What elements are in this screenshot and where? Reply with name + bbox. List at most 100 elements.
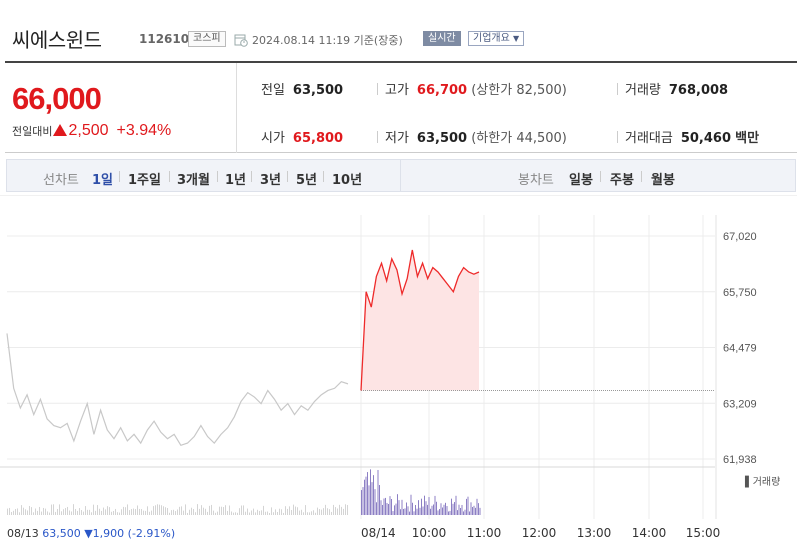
volume-bar — [65, 508, 66, 515]
volume-bar — [479, 507, 481, 515]
volume-bar — [113, 510, 114, 515]
tab-3y[interactable]: 3년 — [260, 173, 282, 188]
volume-bar — [149, 511, 150, 515]
volume-bar — [347, 505, 348, 515]
stock-name: 씨에스윈드 — [12, 28, 102, 52]
tab-divider — [217, 171, 218, 182]
volume-bar — [187, 512, 188, 515]
volume-bar — [181, 506, 182, 515]
tab-daily[interactable]: 일봉 — [569, 173, 593, 188]
open-stat: 시가 65,800 — [261, 127, 343, 146]
x-tick-label: 08/14 — [361, 526, 396, 540]
volume-bar — [263, 505, 264, 515]
volume-bar — [418, 500, 419, 515]
volume-bar — [454, 502, 455, 515]
tab-1w[interactable]: 1주일 — [128, 173, 161, 188]
volume-bar — [463, 511, 464, 515]
low-stat: 저가 63,500 (하한가 44,500) — [385, 127, 567, 146]
volume-bar — [377, 469, 379, 515]
chart-period-tabs: 선차트 1일 1주일 3개월 1년 3년 5년 10년 봉차트 일봉 주봉 월봉 — [6, 159, 796, 192]
divider — [377, 131, 378, 143]
volume-bar — [409, 511, 410, 515]
volume-bar — [201, 505, 202, 515]
volume-bar — [269, 512, 270, 515]
volume-bar — [317, 507, 318, 515]
volume-bar — [439, 509, 440, 515]
volume-bar — [404, 508, 406, 515]
volume-bar — [303, 512, 304, 515]
tab-1d[interactable]: 1일 — [92, 173, 114, 188]
volume-bar — [83, 511, 84, 515]
tab-10y[interactable]: 10년 — [332, 173, 363, 188]
volume-bar — [437, 510, 439, 515]
volume-bar — [151, 510, 152, 515]
volume-bar — [475, 507, 476, 515]
volume-bar — [127, 504, 128, 515]
volume-bar — [61, 511, 62, 515]
tab-5y[interactable]: 5년 — [296, 173, 318, 188]
company-info-button[interactable]: 기업개요 ▼ — [468, 31, 525, 46]
volume-bar — [401, 499, 403, 515]
volume-bar — [413, 511, 415, 515]
volume-bar — [476, 498, 478, 515]
volume-bar — [466, 498, 467, 515]
volume-bar — [87, 509, 88, 515]
volume-bar — [17, 508, 18, 515]
volume-bar — [380, 500, 382, 515]
change-label: 전일대비 — [12, 125, 53, 138]
volume-bar — [117, 512, 118, 515]
volume-bar — [91, 512, 92, 515]
volume-bar — [131, 509, 132, 515]
volume-bar — [277, 512, 278, 515]
price-summary: 66,000 전일대비 2,500 +3.94% 전일 63,500 고가 66,700… — [5, 61, 797, 153]
upper-limit: (상한가 82,500) — [471, 83, 567, 98]
tab-divider — [251, 171, 252, 182]
tab-divider — [169, 171, 170, 182]
x-tick-label: 14:00 — [632, 526, 667, 540]
volume-bar — [449, 510, 451, 515]
volume-bar — [157, 504, 158, 515]
volume-bar — [177, 509, 178, 515]
tab-weekly[interactable]: 주봉 — [610, 173, 634, 188]
volume-bar — [101, 510, 102, 515]
volume-bar — [229, 505, 230, 515]
prev-day-footer: 08/13 63,500 ▼1,900 (-2.91%) — [7, 527, 175, 540]
divider — [377, 83, 378, 95]
volume-bar — [299, 510, 300, 515]
y-tick-label: 63,209 — [723, 398, 757, 410]
volume-bar — [41, 511, 42, 515]
y-tick-label: 65,750 — [723, 287, 757, 299]
y-tick-label: 61,938 — [723, 454, 757, 466]
price-chart[interactable]: 67,020 65,750 64,479 63,209 61,938 08/14 10:00… — [0, 195, 797, 557]
volume-bar — [452, 503, 454, 515]
volume-bar — [458, 504, 460, 515]
volume-bar — [21, 505, 22, 515]
volume-bar — [225, 505, 226, 515]
change-amount: 2,500 — [68, 122, 109, 139]
volume-bar — [27, 510, 28, 515]
volume-bar — [97, 505, 98, 515]
volume-bar — [233, 512, 234, 515]
volume-bar — [125, 507, 126, 515]
volume-bar — [321, 509, 322, 515]
volume-bar — [305, 505, 306, 515]
tab-1y[interactable]: 1년 — [225, 173, 247, 188]
volume-bar — [407, 506, 409, 515]
volume-bar — [410, 494, 412, 515]
volume-bar — [47, 511, 48, 515]
volume-bar — [13, 510, 14, 515]
volume-bar — [137, 505, 138, 515]
volume-bar — [467, 496, 469, 515]
volume-bar — [175, 511, 176, 515]
volume-bar — [221, 506, 222, 515]
volume-bar — [323, 508, 324, 515]
volume-bar — [309, 512, 310, 515]
volume-bar — [455, 495, 457, 515]
volume-bar — [470, 502, 472, 515]
realtime-badge[interactable]: 실시간 — [423, 31, 461, 46]
tab-3m[interactable]: 3개월 — [177, 173, 210, 188]
volume-bar — [23, 507, 24, 515]
volume-bar — [293, 504, 294, 515]
tab-monthly[interactable]: 월봉 — [651, 173, 675, 188]
volume-bar — [433, 504, 434, 515]
